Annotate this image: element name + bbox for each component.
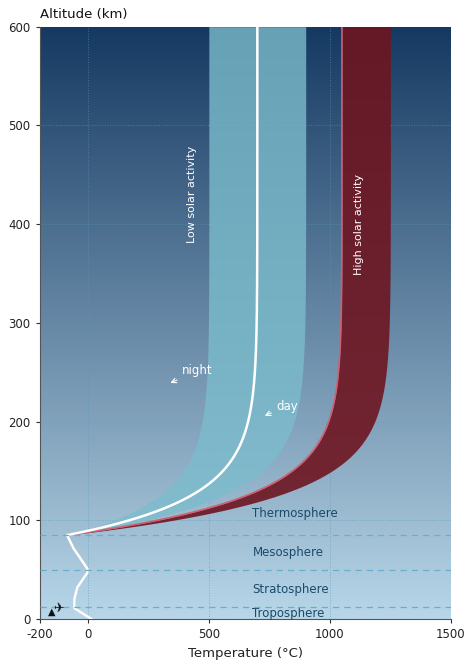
Text: Troposphere: Troposphere (253, 607, 325, 620)
Text: night: night (172, 364, 213, 383)
Text: Altitude (km): Altitude (km) (40, 8, 127, 21)
Text: Stratosphere: Stratosphere (253, 583, 329, 596)
Text: ✈: ✈ (54, 602, 64, 615)
Text: day: day (266, 399, 299, 415)
Text: High solar activity: High solar activity (354, 174, 364, 275)
X-axis label: Temperature (°C): Temperature (°C) (188, 647, 303, 660)
Text: Thermosphere: Thermosphere (253, 507, 338, 520)
Text: ▲: ▲ (48, 607, 56, 617)
Text: Low solar activity: Low solar activity (187, 146, 197, 243)
Text: Mesosphere: Mesosphere (253, 546, 323, 559)
